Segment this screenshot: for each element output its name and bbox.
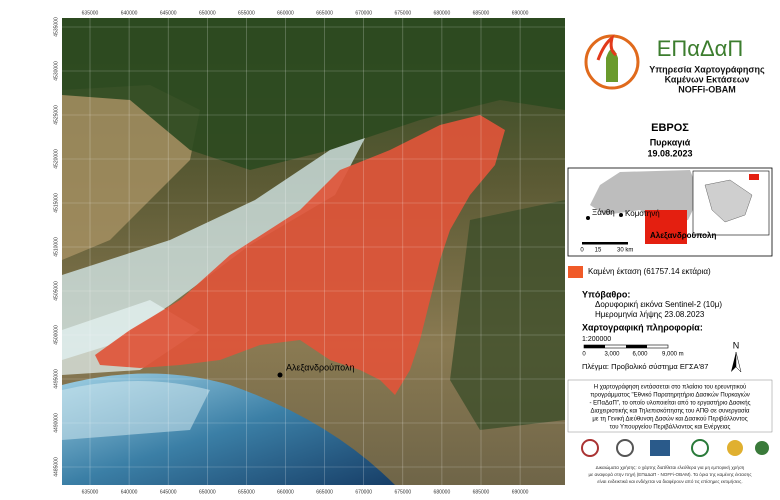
inset-scale: 0 bbox=[580, 248, 584, 254]
note-line: Διαχειριστικής και Τηλεπισκόπησης του ΑΠ… bbox=[591, 408, 750, 415]
x-coordinate: 650000 bbox=[199, 489, 216, 495]
carto-title: Χαρτογραφική πληροφορία: bbox=[582, 322, 703, 332]
inset-map: Ξάνθη Κομοτηνή Αλεξανδρούπολη 0 15 30 km bbox=[567, 167, 773, 257]
scale-label: 9,000 m bbox=[662, 352, 684, 358]
inset-city: Αλεξανδρούπολη bbox=[650, 231, 716, 240]
inset-city: Ξάνθη bbox=[592, 208, 615, 217]
satellite-map: Αλεξανδρούπολη bbox=[62, 18, 565, 485]
x-coordinate: 685000 bbox=[473, 489, 490, 495]
legend-swatch bbox=[568, 266, 583, 278]
x-coordinate: 670000 bbox=[355, 10, 372, 16]
note: Η χαρτογράφηση εντάσσεται στο πλαίσιο το… bbox=[590, 384, 751, 431]
inset-scale: 15 bbox=[595, 248, 602, 254]
logo-mark bbox=[584, 34, 640, 90]
note-line: Η χαρτογράφηση εντάσσεται στο πλαίσιο το… bbox=[594, 384, 747, 391]
x-coordinate: 680000 bbox=[434, 10, 451, 16]
legend-label: Καμένη έκταση (61757.14 εκτάρια) bbox=[588, 267, 711, 276]
x-coordinate: 665000 bbox=[316, 489, 333, 495]
coordinate-ticks: 635000 635000 640000 640000 645000 645000 6500… bbox=[53, 10, 528, 495]
date: 19.08.2023 bbox=[647, 148, 692, 158]
region: ΕΒΡΟΣ bbox=[651, 122, 689, 134]
x-coordinate: 690000 bbox=[512, 489, 529, 495]
event: Πυρκαγιά bbox=[650, 137, 691, 147]
side-panel: ΕΠαΔαΠ Υπηρεσία Χαρτογράφησης Καμένων Εκ… bbox=[567, 34, 773, 484]
y-coordinate: 4500000 bbox=[53, 325, 59, 345]
burned-area bbox=[95, 115, 505, 395]
scale-label: 0 bbox=[582, 352, 586, 358]
note-line: - ΕΠαΔαΠ", το οποίο υλοποιείται από το ε… bbox=[590, 400, 751, 407]
logo-line: NOFFi-OBAM bbox=[678, 84, 736, 94]
y-coordinate: 4485000 bbox=[53, 457, 59, 477]
x-coordinate: 640000 bbox=[121, 489, 138, 495]
scale-ratio: 1:200000 bbox=[582, 336, 611, 343]
x-coordinate: 635000 bbox=[82, 10, 99, 16]
x-coordinate: 670000 bbox=[355, 489, 372, 495]
x-coordinate: 665000 bbox=[316, 10, 333, 16]
y-coordinate: 4515000 bbox=[53, 193, 59, 213]
x-coordinate: 650000 bbox=[199, 10, 216, 16]
x-coordinate: 655000 bbox=[238, 10, 255, 16]
logo-line: Υπηρεσία Χαρτογράφησης bbox=[649, 64, 765, 74]
x-coordinate: 640000 bbox=[121, 10, 138, 16]
logo-line: Καμένων Εκτάσεων bbox=[665, 74, 750, 84]
x-coordinate: 675000 bbox=[394, 489, 411, 495]
city-label: Αλεξανδρούπολη bbox=[286, 362, 354, 372]
note-line: προγράμματος "Εθνικό Παρατηρητήριο Δασικ… bbox=[590, 392, 750, 399]
north-label: N bbox=[733, 340, 740, 350]
note-line: με τη Γενική Διεύθυνση Δασών και Δασικού… bbox=[592, 416, 747, 423]
x-coordinate: 655000 bbox=[238, 489, 255, 495]
logo-name: ΕΠαΔαΠ bbox=[657, 36, 744, 61]
x-coordinate: 660000 bbox=[277, 10, 294, 16]
north-arrow bbox=[731, 352, 736, 372]
x-coordinate: 685000 bbox=[473, 10, 490, 16]
basemap-line: Δορυφορική εικόνα Sentinel-2 (10μ) bbox=[595, 300, 722, 309]
disclaimer-line: Δικαιώματα χρήσης: ο χάρτης διατίθεται ε… bbox=[596, 464, 745, 470]
grid-note: Πλέγμα: Προβολικό σύστημα ΕΓΣΑ'87 bbox=[582, 362, 708, 371]
y-coordinate: 4535000 bbox=[53, 17, 59, 37]
x-coordinate: 645000 bbox=[160, 489, 177, 495]
disclaimer-line: είναι ενδεικτικά και ενδέχεται να διαφέρ… bbox=[597, 478, 742, 484]
partner-logos bbox=[581, 439, 769, 457]
x-coordinate: 680000 bbox=[434, 489, 451, 495]
y-coordinate: 4520000 bbox=[53, 149, 59, 169]
inset-city: Κομοτηνή bbox=[625, 209, 660, 218]
x-coordinate: 660000 bbox=[277, 489, 294, 495]
scale-label: 6,000 bbox=[632, 352, 648, 358]
basemap-title: Υπόβαθρο: bbox=[582, 289, 630, 299]
x-coordinate: 645000 bbox=[160, 10, 177, 16]
y-coordinate: 4530000 bbox=[53, 61, 59, 81]
scale-label: 3,000 bbox=[604, 352, 620, 358]
x-coordinate: 690000 bbox=[512, 10, 529, 16]
city-point bbox=[277, 372, 283, 378]
y-coordinate: 4525000 bbox=[53, 105, 59, 125]
disclaimer: Δικαιώματα χρήσης: ο χάρτης διατίθεται ε… bbox=[588, 464, 752, 484]
y-coordinate: 4505000 bbox=[53, 281, 59, 301]
disclaimer-line: με αναφορά στην πηγή (ΕΠαΔαΠ - NOFFi-OBA… bbox=[588, 471, 752, 477]
x-coordinate: 675000 bbox=[394, 10, 411, 16]
x-coordinate: 635000 bbox=[82, 489, 99, 495]
basemap-line: Ημερομηνία λήψης 23.08.2023 bbox=[595, 310, 705, 319]
y-coordinate: 4495000 bbox=[53, 369, 59, 389]
y-coordinate: 4490000 bbox=[53, 413, 59, 433]
note-line: του Υπουργείου Περιβάλλοντος και Ενέργει… bbox=[610, 424, 731, 431]
y-coordinate: 4510000 bbox=[53, 237, 59, 257]
inset-scale: 30 km bbox=[617, 248, 633, 254]
